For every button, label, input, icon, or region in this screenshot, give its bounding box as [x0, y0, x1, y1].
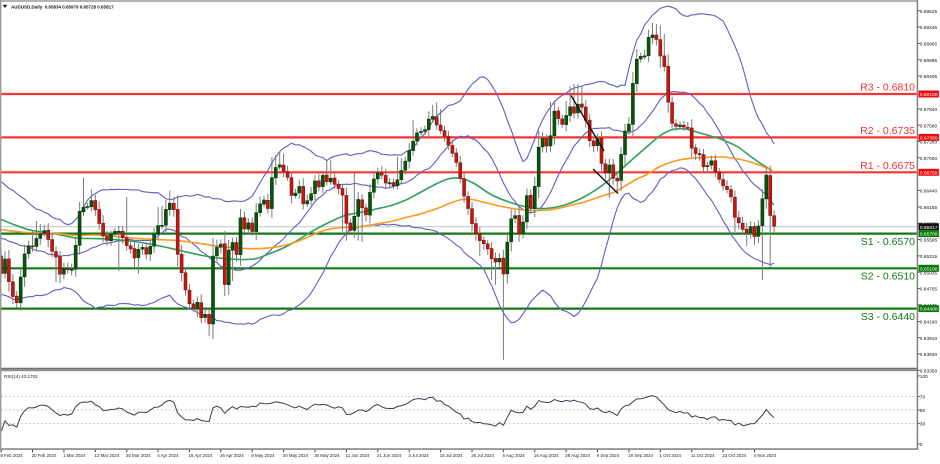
svg-text:3 Jul 2024: 3 Jul 2024 — [408, 453, 429, 458]
svg-text:0.63350: 0.63350 — [920, 368, 938, 374]
svg-text:26 Apr 2024: 26 Apr 2024 — [220, 453, 244, 458]
svg-text:21 Jun 2024: 21 Jun 2024 — [377, 453, 402, 458]
svg-text:S3 - 0.6440: S3 - 0.6440 — [861, 311, 915, 323]
svg-text:0.68100: 0.68100 — [920, 92, 938, 98]
svg-text:15 Jul 2024: 15 Jul 2024 — [440, 453, 463, 458]
svg-text:4 Apr 2024: 4 Apr 2024 — [157, 453, 179, 458]
svg-text:0.66155: 0.66155 — [920, 205, 938, 211]
svg-text:0.66440: 0.66440 — [920, 189, 938, 195]
svg-text:8 May 2024: 8 May 2024 — [251, 453, 275, 458]
svg-text:0.64755: 0.64755 — [920, 287, 938, 293]
svg-text:0.67280: 0.67280 — [920, 140, 938, 146]
svg-text:0.64190: 0.64190 — [920, 320, 938, 326]
svg-text:0: 0 — [920, 442, 923, 448]
svg-text:30 May 2024: 30 May 2024 — [314, 453, 340, 458]
svg-text:20 Feb 2024: 20 Feb 2024 — [32, 453, 57, 458]
svg-text:1 Oct 2024: 1 Oct 2024 — [660, 453, 682, 458]
svg-text:0.69525: 0.69525 — [920, 9, 938, 15]
svg-text:0.67840: 0.67840 — [920, 107, 938, 113]
svg-text:8 Feb 2024: 8 Feb 2024 — [0, 453, 23, 458]
svg-text:11 Oct 2024: 11 Oct 2024 — [691, 453, 715, 458]
svg-text:0.66750: 0.66750 — [920, 170, 938, 176]
svg-text:RSI(14) 43.1702: RSI(14) 43.1702 — [4, 374, 38, 379]
svg-text:AUDUSD,Daily 0.65834 0.65979: AUDUSD,Daily 0.65834 0.65979 0.65728 0.6… — [11, 5, 114, 10]
svg-text:6 Aug 2024: 6 Aug 2024 — [503, 453, 526, 458]
svg-text:0.65315: 0.65315 — [920, 254, 938, 260]
svg-text:0.65817: 0.65817 — [920, 225, 938, 231]
svg-text:0.65035: 0.65035 — [920, 270, 938, 276]
svg-text:4 Nov 2024: 4 Nov 2024 — [754, 453, 777, 458]
svg-text:0.63630: 0.63630 — [920, 352, 938, 358]
svg-text:25 Jul 2024: 25 Jul 2024 — [471, 453, 494, 458]
svg-text:30: 30 — [920, 422, 926, 428]
svg-text:R3 - 0.6810: R3 - 0.6810 — [860, 82, 915, 94]
svg-text:R1 - 0.6675: R1 - 0.6675 — [860, 160, 915, 172]
svg-text:13 Mar 2024: 13 Mar 2024 — [95, 453, 120, 458]
svg-text:70: 70 — [920, 395, 926, 401]
svg-text:0.63910: 0.63910 — [920, 336, 938, 342]
svg-text:0.69245: 0.69245 — [920, 25, 938, 31]
svg-text:S2 - 0.6510: S2 - 0.6510 — [861, 271, 915, 283]
svg-text:0.64400: 0.64400 — [920, 307, 938, 313]
svg-text:11 Jun 2024: 11 Jun 2024 — [346, 453, 370, 458]
svg-text:0.68405: 0.68405 — [920, 74, 938, 80]
svg-text:0.67000: 0.67000 — [920, 156, 938, 162]
svg-text:0.65100: 0.65100 — [920, 266, 938, 272]
svg-text:50: 50 — [920, 408, 926, 414]
svg-text:S1 - 0.6570: S1 - 0.6570 — [861, 236, 915, 248]
svg-text:0.67350: 0.67350 — [920, 136, 938, 142]
svg-text:9 Sep 2024: 9 Sep 2024 — [597, 453, 620, 458]
svg-text:25 Mar 2024: 25 Mar 2024 — [126, 453, 151, 458]
svg-text:16 Aug 2024: 16 Aug 2024 — [534, 453, 559, 458]
svg-text:0.68685: 0.68685 — [920, 58, 938, 64]
svg-text:20 May 2024: 20 May 2024 — [283, 453, 309, 458]
svg-text:R2 - 0.6735: R2 - 0.6735 — [860, 125, 915, 137]
svg-text:1 Mar 2024: 1 Mar 2024 — [63, 453, 86, 458]
svg-text:0.67560: 0.67560 — [920, 123, 938, 129]
svg-text:0.65700: 0.65700 — [920, 232, 938, 238]
svg-text:28 Aug 2024: 28 Aug 2024 — [565, 453, 590, 458]
svg-text:100: 100 — [920, 374, 928, 380]
svg-text:23 Oct 2024: 23 Oct 2024 — [722, 453, 746, 458]
svg-text:19 Sep 2024: 19 Sep 2024 — [628, 453, 653, 458]
svg-text:0.68965: 0.68965 — [920, 42, 938, 48]
svg-text:16 Apr 2024: 16 Apr 2024 — [189, 453, 213, 458]
svg-text:0.65595: 0.65595 — [920, 238, 938, 244]
